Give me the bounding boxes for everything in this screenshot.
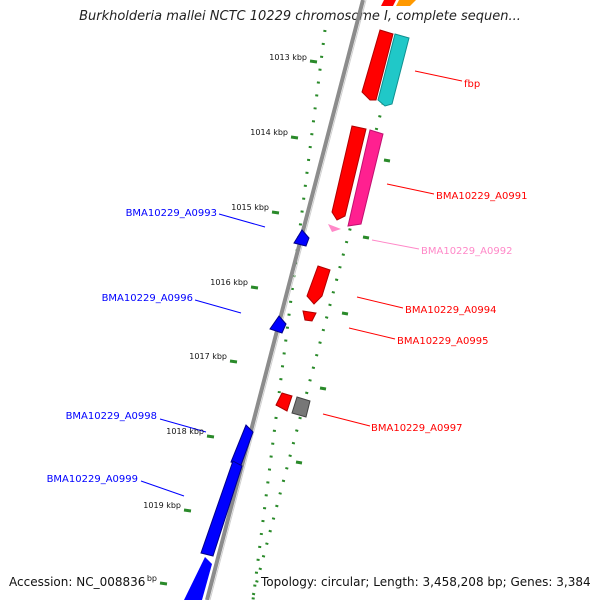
gene-label-bma10229-a0996[interactable]: BMA10229_A0996 <box>102 293 193 304</box>
gene-label-bma10229-a0993[interactable]: BMA10229_A0993 <box>126 208 217 219</box>
gene-arrow-bma10229-a0998[interactable] <box>230 424 254 466</box>
label-connectors <box>140 70 463 497</box>
tick-mark <box>290 135 299 140</box>
tick-label: 1017 kbp <box>189 352 227 361</box>
tick-mark <box>295 460 303 465</box>
accession-text: Accession: NC_008836 <box>9 575 148 589</box>
tick-marks <box>159 59 391 586</box>
gene-arrow-top <box>381 0 396 6</box>
gene-arrow-bma10229-a0993[interactable] <box>293 229 310 247</box>
gene-label-bma10229-a0994[interactable]: BMA10229_A0994 <box>405 305 496 316</box>
tick-label: bp <box>147 574 157 583</box>
gene-label-bma10229-a0997[interactable]: BMA10229_A0997 <box>371 423 462 434</box>
gene-arrow-bma10229-a0997-pseudo[interactable] <box>291 396 311 418</box>
tick-track-outer <box>251 29 327 600</box>
tick-mark <box>341 311 349 316</box>
gene-arrow-bma10229-a0995[interactable] <box>302 310 317 322</box>
tick-track-inner <box>250 39 402 600</box>
tick-labels: 1013 kbp 1014 kbp 1015 kbp 1016 kbp 1017… <box>143 53 307 583</box>
gene-arrow-top-orange <box>396 0 416 6</box>
genes-reverse <box>184 229 310 600</box>
gene-arrow-bma10229-a0992[interactable] <box>328 224 341 232</box>
map-title: Burkholderia mallei NCTC 10229 chromosom… <box>79 9 521 24</box>
tick-label: 1013 kbp <box>269 53 307 62</box>
tick-label: 1016 kbp <box>210 278 248 287</box>
tick-mark <box>250 285 259 290</box>
tick-mark <box>271 210 280 215</box>
gene-arrow-fbp[interactable] <box>361 29 394 101</box>
gene-arrow-bottom-reverse <box>184 557 212 600</box>
gene-arrow-cyan-cds[interactable] <box>377 33 410 107</box>
tick-mark <box>362 235 370 240</box>
gene-label-fbp[interactable]: fbp <box>464 79 480 90</box>
gene-arrow-bma10229-a0991-pink[interactable] <box>347 129 384 227</box>
tick-mark <box>206 434 215 439</box>
gene-label-bma10229-a0999[interactable]: BMA10229_A0999 <box>47 474 138 485</box>
gene-labels-right: fbp BMA10229_A0991 BMA10229_A0992 BMA102… <box>371 79 527 434</box>
tick-mark <box>383 158 391 163</box>
gene-arrow-bma10229-a0991[interactable] <box>331 125 367 221</box>
tick-label: 1015 kbp <box>231 203 269 212</box>
gene-labels-left: BMA10229_A0993 BMA10229_A0996 BMA10229_A… <box>47 208 217 485</box>
tick-mark <box>309 59 318 64</box>
tick-mark <box>159 581 168 586</box>
genome-backbone <box>205 0 367 600</box>
gene-label-bma10229-a0992[interactable]: BMA10229_A0992 <box>421 246 512 257</box>
tick-label: 1019 kbp <box>143 501 181 510</box>
gene-arrow-bma10229-a0996[interactable] <box>269 315 287 334</box>
genes-forward <box>275 0 416 418</box>
gene-label-bma10229-a0991[interactable]: BMA10229_A0991 <box>436 191 527 202</box>
gene-arrow-bma10229-a0994[interactable] <box>306 265 331 305</box>
tick-label: 1014 kbp <box>250 128 288 137</box>
tick-label: 1018 kbp <box>166 427 204 436</box>
tick-mark <box>183 508 192 513</box>
gene-label-bma10229-a0998[interactable]: BMA10229_A0998 <box>66 411 157 422</box>
topology-text: Topology: circular; Length: 3,458,208 bp… <box>261 575 591 589</box>
tick-mark <box>319 386 327 391</box>
gene-label-bma10229-a0995[interactable]: BMA10229_A0995 <box>397 336 488 347</box>
gene-arrow-bma10229-a0999[interactable] <box>200 460 243 557</box>
tick-mark <box>229 359 238 364</box>
gene-arrow-bma10229-a0997[interactable] <box>275 392 293 412</box>
